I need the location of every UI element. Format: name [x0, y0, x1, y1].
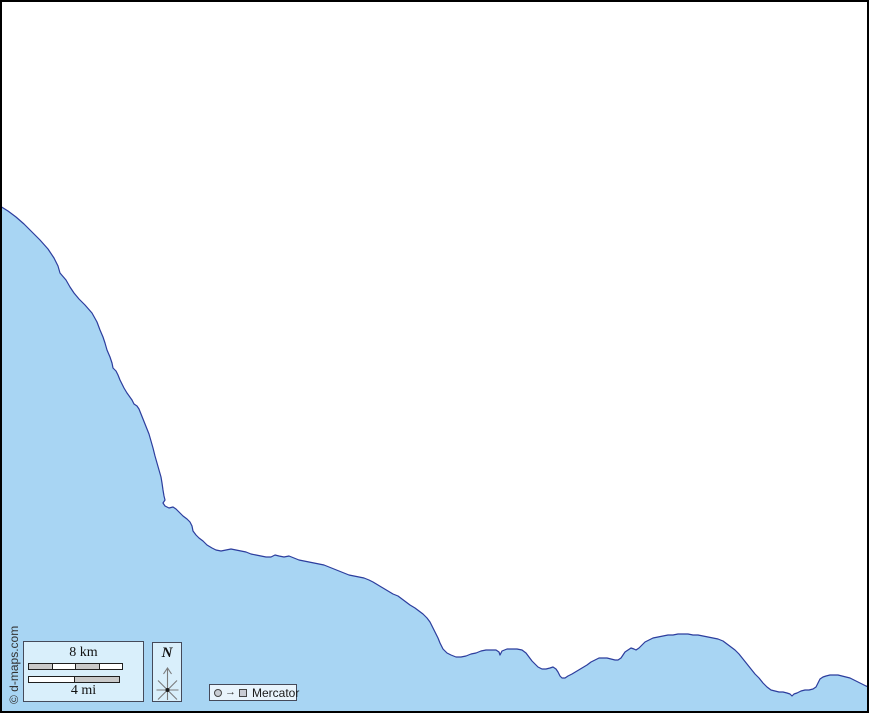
scale-segment — [99, 664, 122, 669]
scale-mi-bar — [28, 676, 120, 683]
square-marker-icon — [239, 688, 247, 697]
projection-label: Mercator — [252, 685, 300, 700]
scale-km-label: 8 km — [69, 645, 98, 660]
transform-arrow-icon: → — [225, 686, 236, 698]
compass-rose-icon — [156, 667, 179, 700]
scale-segment — [29, 664, 53, 669]
scale-segment — [74, 677, 119, 682]
north-label: N — [161, 645, 173, 661]
scale-segment — [76, 664, 100, 669]
scale-bar-panel: 8 km 4 mi — [23, 641, 144, 702]
north-panel: N — [152, 642, 182, 702]
scale-segment — [52, 664, 76, 669]
scale-mi-label: 4 mi — [70, 683, 97, 698]
scale-segment — [29, 677, 75, 682]
projection-panel: → Mercator — [209, 684, 300, 701]
copyright-watermark: © d-maps.com — [7, 625, 21, 704]
circle-marker-icon — [214, 688, 222, 697]
sea-coastline-shape — [0, 205, 869, 713]
scale-km-bar — [28, 663, 123, 670]
